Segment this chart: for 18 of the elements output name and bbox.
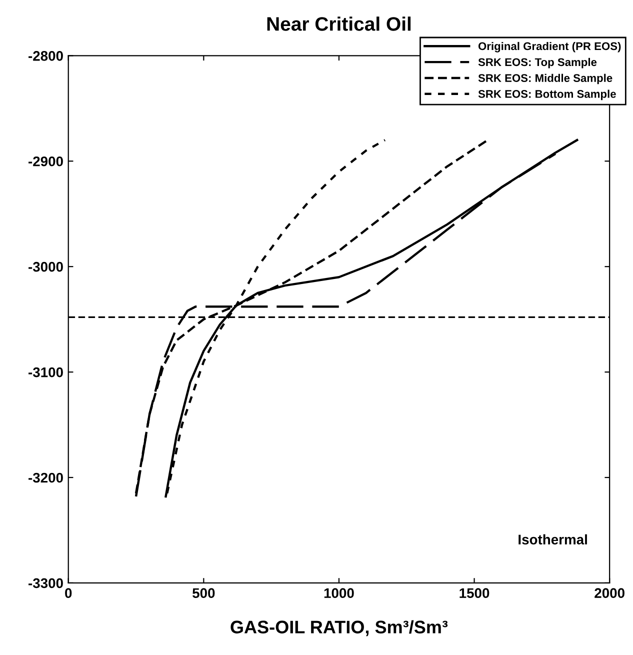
legend-label: SRK EOS: Top Sample (478, 58, 597, 68)
x-tick-label: 500 (192, 588, 215, 598)
x-tick-label: 1000 (324, 588, 354, 598)
chart-title: Near Critical Oil (267, 16, 411, 31)
legend-label: SRK EOS: Middle Sample (478, 74, 612, 84)
legend-label: Original Gradient (PR EOS) (478, 42, 621, 52)
y-tick-label: -2900 (28, 156, 63, 166)
y-tick-label: -2800 (28, 51, 63, 61)
x-tick-label: 2000 (594, 588, 624, 598)
y-tick-label: -3300 (28, 578, 63, 588)
y-tick-label: -3200 (28, 472, 63, 483)
y-tick-label: -3100 (28, 367, 63, 378)
x-tick-label: 0 (65, 588, 72, 598)
x-axis-title: GAS-OIL RATIO, Sm³/Sm³ (230, 620, 448, 636)
legend-label: SRK EOS: Bottom Sample (478, 90, 616, 100)
x-tick-label: 1500 (460, 588, 490, 598)
annotation: Isothermal (518, 534, 587, 544)
y-tick-label: -3000 (28, 262, 63, 272)
